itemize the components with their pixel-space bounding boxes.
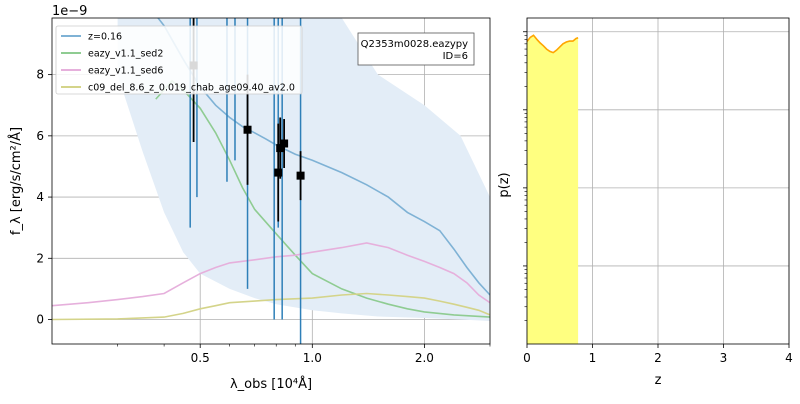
sed-x-tick-label: 1.0 <box>303 351 322 365</box>
legend-entry: c09_del_8.6_z_0.019_chab_age09.40_av2.0 <box>88 83 295 94</box>
sed-y-tick-label: 0 <box>36 313 44 327</box>
sed-legend: z=0.16 eazy_v1.1_sed2 eazy_v1.1_sed6 c09_de… <box>55 25 303 95</box>
photometry-point <box>296 171 305 180</box>
pz-x-tick-label: 2 <box>654 351 662 365</box>
sed-y-tick-label: 8 <box>36 68 44 82</box>
sed-series-line-2 <box>52 242 490 307</box>
pz-x-tick-label: 4 <box>785 351 793 365</box>
photometry-point <box>276 144 285 153</box>
photometry-point <box>280 139 289 148</box>
sed-y-tick-label: 6 <box>36 129 44 143</box>
sed-y-tick-label: 2 <box>36 251 44 265</box>
sed-x-axis-label: λ_obs [10⁴Å] <box>230 376 312 392</box>
annotation-line-1: Q2353m0028.eazypy <box>361 39 468 50</box>
sed-y-axis-label: f_λ [erg/s/cm²/Å] <box>8 127 24 235</box>
photometry-point <box>274 168 283 177</box>
sed-series-line-0 <box>157 18 490 296</box>
sed-ticks: 0 2 4 6 8 0.5 1.0 2.0 <box>36 68 491 365</box>
pz-panel: 0 1 2 3 4 z p(z) <box>497 17 793 388</box>
pz-y-axis-label: p(z) <box>497 172 512 197</box>
pz-ticks: 0 1 2 3 4 <box>523 31 793 365</box>
sed-x-tick-label: 2.0 <box>415 351 434 365</box>
legend-entry: eazy_v1.1_sed6 <box>88 66 163 77</box>
legend-entry: z=0.16 <box>88 32 122 43</box>
pz-fill-area <box>527 35 579 344</box>
annotation-line-2: ID=6 <box>443 51 468 62</box>
pz-fill <box>527 35 579 344</box>
pz-curve <box>527 34 579 54</box>
sed-panel: 0 2 4 6 8 0.5 1.0 2.0 1e−9 λ_obs [10⁴Å] f_λ [er… <box>8 4 491 392</box>
sed-axes-frame <box>51 17 491 345</box>
pz-x-axis-label: z <box>655 373 662 388</box>
pz-x-tick-label: 0 <box>523 351 531 365</box>
sed-scale-label: 1e−9 <box>52 4 87 19</box>
legend-entry: eazy_v1.1_sed2 <box>88 49 163 60</box>
legend-box <box>55 25 303 95</box>
sed-series-line-3 <box>52 292 490 321</box>
photometry-point <box>243 125 252 134</box>
sed-y-tick-label: 4 <box>36 190 44 204</box>
annotation-box <box>357 32 475 66</box>
object-annotation: Q2353m0028.eazypy ID=6 <box>357 32 475 66</box>
pz-x-tick-label: 3 <box>720 351 728 365</box>
sed-x-tick-label: 0.5 <box>191 351 210 365</box>
pz-x-tick-label: 1 <box>589 351 597 365</box>
pz-curve-line <box>527 34 579 54</box>
